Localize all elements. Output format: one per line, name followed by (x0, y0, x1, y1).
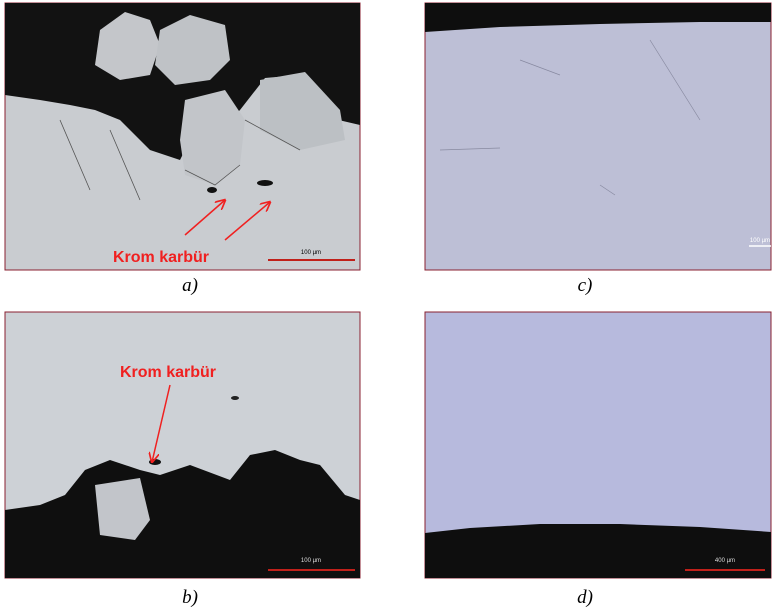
panel-c: 100 µm c) (425, 3, 771, 296)
caption: c) (578, 275, 593, 296)
panel-d: 400 µm d) (425, 312, 771, 608)
caption: a) (182, 275, 198, 296)
carbide (149, 459, 161, 465)
carbide (257, 180, 273, 186)
page: Krom karbür 100 µm a) 100 µm c) Krom kar… (0, 0, 775, 613)
carbide (231, 396, 239, 400)
micrograph (425, 3, 771, 270)
scale-label: 400 µm (715, 558, 735, 564)
annotation: Krom karbür (120, 364, 216, 381)
annotation: Krom karbür (113, 249, 209, 266)
grain (95, 478, 150, 540)
caption: b) (182, 587, 198, 608)
scale-label: 100 µm (301, 250, 321, 256)
figure: Krom karbür 100 µm a) 100 µm c) Krom kar… (0, 0, 775, 613)
carbide (207, 187, 217, 193)
panel-a: Krom karbür 100 µm a) (5, 3, 360, 296)
scale-label: 100 µm (750, 238, 770, 244)
caption: d) (577, 587, 593, 608)
scale-label: 100 µm (301, 558, 321, 564)
panel-b: Krom karbür 100 µm b) (5, 312, 360, 608)
